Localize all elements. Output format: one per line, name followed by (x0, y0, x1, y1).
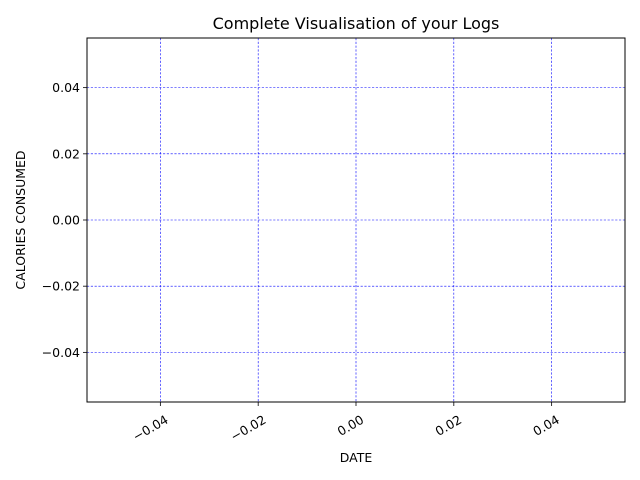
y-tick-label: 0.04 (52, 80, 80, 95)
y-tick-label: −0.04 (42, 345, 80, 360)
chart-title: Complete Visualisation of your Logs (213, 14, 500, 33)
y-axis-label: CALORIES CONSUMED (13, 150, 28, 289)
y-axis: −0.04 −0.02 0.00 0.02 0.04 (42, 80, 87, 360)
y-tick-label: 0.00 (52, 213, 80, 228)
y-tick-label: −0.02 (42, 279, 80, 294)
y-tick-label: 0.02 (52, 146, 80, 161)
x-axis-label: DATE (340, 450, 373, 465)
